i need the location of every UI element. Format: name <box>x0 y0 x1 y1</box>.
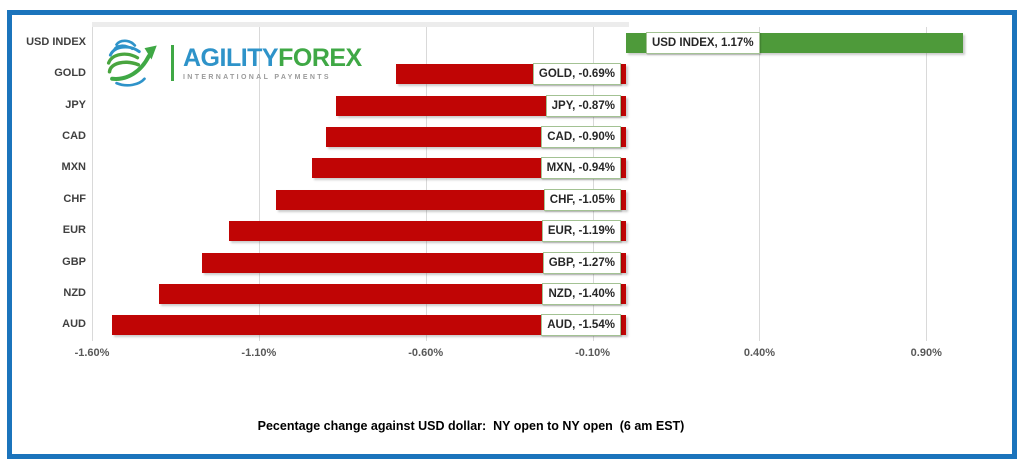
bar <box>202 252 626 273</box>
x-tick-label: 0.90% <box>910 347 942 359</box>
bar-value-label: JPY, -0.87% <box>545 94 621 117</box>
bar <box>228 221 626 242</box>
bar-value-label: NZD, -1.40% <box>542 282 621 305</box>
x-tick-label: 0.40% <box>743 347 776 359</box>
category-label: CHF <box>63 192 86 205</box>
bar-value-label: CAD, -0.90% <box>541 125 621 148</box>
x-gridline <box>926 27 928 341</box>
bar-value-label: USD INDEX, 1.17% <box>645 31 760 54</box>
logo-brand-primary: AGILITY <box>183 43 279 72</box>
category-label: MXN <box>61 161 86 174</box>
bar-value-label: AUD, -1.54% <box>541 314 621 337</box>
x-gridline <box>258 27 260 341</box>
category-label: GOLD <box>54 67 86 80</box>
category-label: AUD <box>62 318 86 331</box>
bar <box>275 189 626 210</box>
bar-value-label: MXN, -0.94% <box>540 157 621 180</box>
plot-top-edge <box>92 22 629 27</box>
x-tick-label: -0.60% <box>408 347 444 359</box>
x-tick-label: -1.10% <box>241 347 277 359</box>
x-tick-label: -1.60% <box>74 347 110 359</box>
bar-value-label: GBP, -1.27% <box>542 251 621 274</box>
globe-swoosh-icon <box>106 39 157 87</box>
category-label: GBP <box>62 255 86 268</box>
category-label: JPY <box>65 98 86 111</box>
category-label: USD INDEX <box>26 35 86 48</box>
bar <box>158 283 626 304</box>
logo-wordmark: AGILITYFOREX INTERNATIONAL PAYMENTS <box>183 43 362 81</box>
logo-tagline: INTERNATIONAL PAYMENTS <box>183 73 331 81</box>
logo-divider <box>171 45 174 81</box>
x-gridline <box>425 27 427 341</box>
x-gridline <box>759 27 761 341</box>
category-label: CAD <box>62 129 86 142</box>
logo-brand-text: AGILITYFOREX <box>183 43 362 72</box>
x-gridline <box>92 27 93 341</box>
category-label: EUR <box>62 224 86 237</box>
bar-value-label: CHF, -1.05% <box>543 188 621 211</box>
bar-value-label: GOLD, -0.69% <box>532 63 621 86</box>
bar-value-label: EUR, -1.19% <box>541 220 621 243</box>
category-label: NZD <box>63 286 86 299</box>
x-tick-label: -0.10% <box>575 347 610 359</box>
agilityforex-logo: AGILITYFOREX INTERNATIONAL PAYMENTS <box>106 36 362 90</box>
chart-caption: Pecentage change against USD dollar: NY … <box>257 419 685 433</box>
bar <box>112 315 626 336</box>
logo-brand-secondary: FOREX <box>278 43 362 72</box>
x-gridline <box>592 27 594 341</box>
